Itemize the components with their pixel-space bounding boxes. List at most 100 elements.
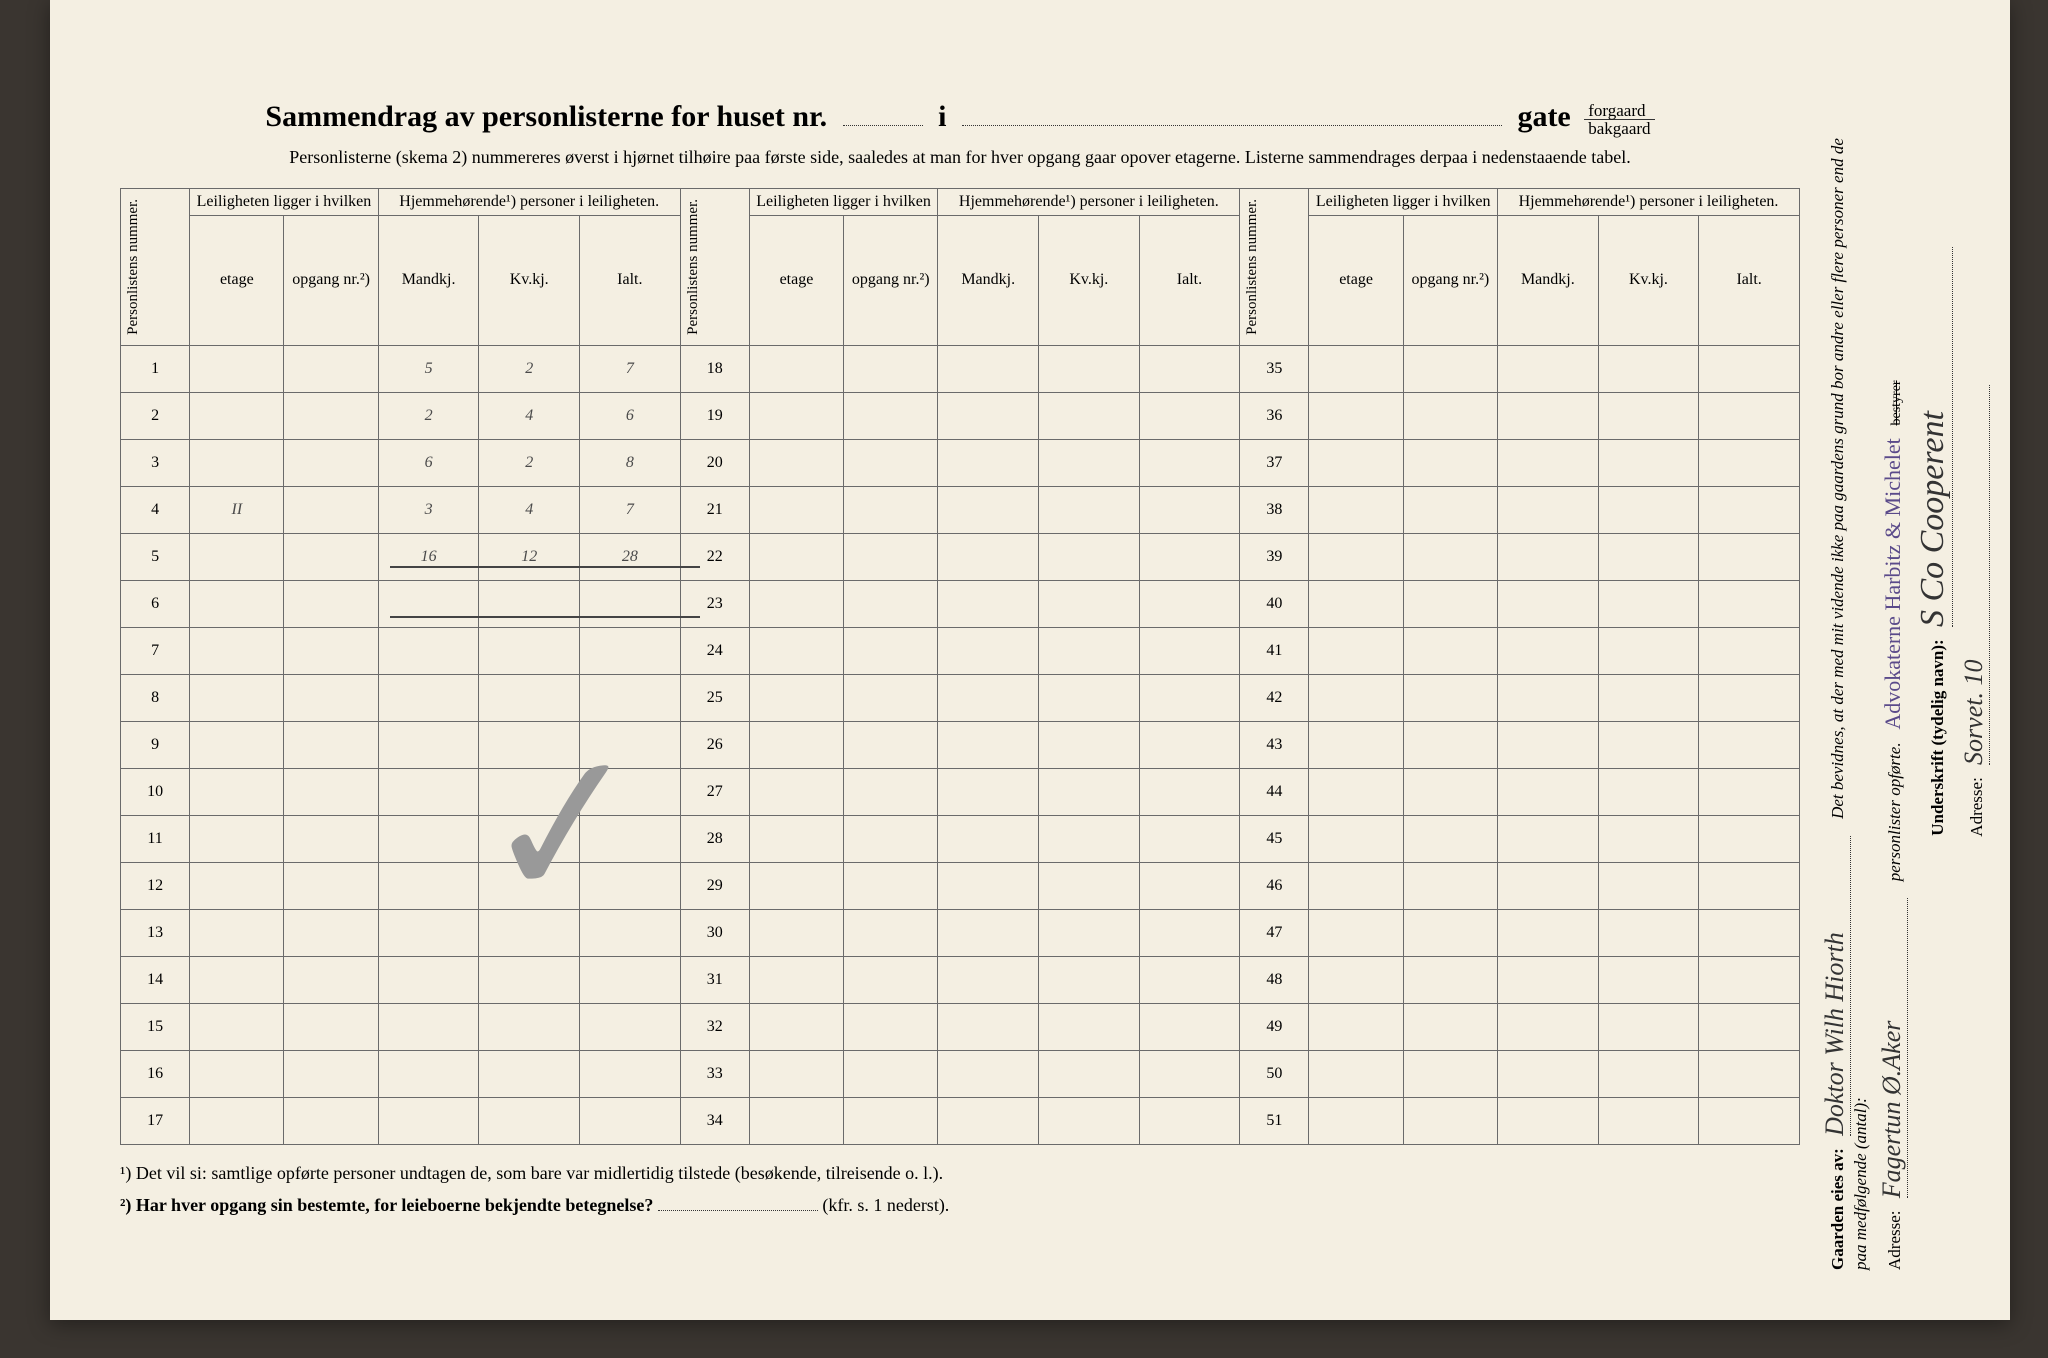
cell-kvkj [479, 1003, 580, 1050]
row-number: 41 [1240, 627, 1309, 674]
gate-suffix: forgaard bakgaard [1584, 102, 1654, 137]
cell-kvkj: 4 [479, 392, 580, 439]
cell-mandkj [938, 533, 1039, 580]
hdr-mandkj-2: Mandkj. [938, 215, 1039, 345]
row-number: 24 [680, 627, 749, 674]
table-row: 7 24 41 [121, 627, 1800, 674]
hdr-opgang-2: opgang nr.²) [844, 215, 938, 345]
cell-mandkj: 2 [378, 392, 479, 439]
cell-mandkj: 5 [378, 345, 479, 392]
cell-opgang [1403, 392, 1497, 439]
cell-ialt [1699, 674, 1800, 721]
cell-mandkj: 3 [378, 486, 479, 533]
row-number: 7 [121, 627, 190, 674]
cell-etage [1309, 627, 1403, 674]
cell-etage [190, 909, 284, 956]
cell-opgang [284, 956, 378, 1003]
cell-opgang [1403, 1097, 1497, 1144]
hdr-kvkj-3: Kv.kj. [1598, 215, 1699, 345]
cell-opgang [844, 1097, 938, 1144]
cell-opgang [284, 815, 378, 862]
cell-kvkj [1039, 1050, 1140, 1097]
cell-etage [190, 439, 284, 486]
title-prefix: Sammendrag av personlisterne for huset n… [265, 100, 827, 133]
table-row: 112845 [121, 815, 1800, 862]
cell-etage [1309, 345, 1403, 392]
cell-mandkj [1498, 1003, 1599, 1050]
hdr-personlistens-1: Personlistens nummer. [123, 193, 144, 341]
cell-kvkj [1598, 674, 1699, 721]
row-number: 50 [1240, 1050, 1309, 1097]
cell-kvkj [1598, 627, 1699, 674]
cell-etage [1309, 580, 1403, 627]
cell-ialt [1139, 345, 1240, 392]
cell-ialt [580, 1050, 681, 1097]
row-number: 45 [1240, 815, 1309, 862]
hdr-personlistens-3: Personlistens nummer. [1242, 193, 1263, 341]
row-number: 37 [1240, 439, 1309, 486]
row-number: 8 [121, 674, 190, 721]
row-number: 51 [1240, 1097, 1309, 1144]
cell-etage [190, 674, 284, 721]
cell-kvkj [1598, 1050, 1699, 1097]
gaarden-row: Gaarden eies av: Doktor Wilh Hiorth Det … [1820, 120, 1871, 1270]
cell-mandkj [938, 674, 1039, 721]
cell-ialt [1139, 580, 1240, 627]
cell-etage [749, 768, 843, 815]
cell-mandkj [938, 1003, 1039, 1050]
row-number: 14 [121, 956, 190, 1003]
hdr-leiligheten-1: Leiligheten ligger i hvilken [190, 188, 379, 215]
cell-mandkj [1498, 862, 1599, 909]
sidebar: Gaarden eies av: Doktor Wilh Hiorth Det … [1820, 120, 1980, 1270]
cell-etage [749, 627, 843, 674]
row-number: 20 [680, 439, 749, 486]
table-row: 153249 [121, 1003, 1800, 1050]
hdr-personlistens-2: Personlistens nummer. [683, 193, 704, 341]
cell-ialt [1699, 345, 1800, 392]
gaarden-label: Gaarden eies av: [1828, 1148, 1847, 1270]
row-number: 39 [1240, 533, 1309, 580]
row-number: 5 [121, 533, 190, 580]
cell-etage [749, 533, 843, 580]
hdr-etage-1: etage [190, 215, 284, 345]
cell-opgang [1403, 345, 1497, 392]
row-number: 11 [121, 815, 190, 862]
cell-kvkj [1039, 768, 1140, 815]
cell-etage [1309, 486, 1403, 533]
cell-etage: II [190, 486, 284, 533]
cell-opgang [1403, 862, 1497, 909]
cell-mandkj: 16 [378, 533, 479, 580]
cell-ialt [580, 815, 681, 862]
hdr-kvkj-1: Kv.kj. [479, 215, 580, 345]
table-body: 1527183522461936362820374II3472138516122… [121, 345, 1800, 1144]
cell-mandkj [378, 815, 479, 862]
cell-etage [190, 815, 284, 862]
cell-etage [190, 862, 284, 909]
cell-kvkj [1039, 486, 1140, 533]
row-number: 36 [1240, 392, 1309, 439]
row-number: 16 [121, 1050, 190, 1097]
cell-etage [749, 392, 843, 439]
cell-kvkj [1039, 1097, 1140, 1144]
adresse-label-1: Adresse: [1885, 1211, 1904, 1270]
cell-etage [1309, 815, 1403, 862]
cell-mandkj [1498, 580, 1599, 627]
cell-etage [190, 1050, 284, 1097]
cell-etage [1309, 909, 1403, 956]
cell-mandkj [378, 627, 479, 674]
cell-ialt [1699, 627, 1800, 674]
cell-etage [1309, 1097, 1403, 1144]
cell-ialt [580, 721, 681, 768]
cell-kvkj [1598, 862, 1699, 909]
hdr-etage-2: etage [749, 215, 843, 345]
cell-kvkj [1598, 1003, 1699, 1050]
cell-opgang [1403, 909, 1497, 956]
hdr-ialt-1: Ialt. [580, 215, 681, 345]
title-blank-nr [843, 125, 923, 126]
cell-ialt [580, 674, 681, 721]
cell-ialt: 8 [580, 439, 681, 486]
cell-mandkj [938, 909, 1039, 956]
cell-opgang [844, 721, 938, 768]
underskrift-label: Underskrift (tydelig navn): [1928, 639, 1947, 835]
cell-ialt [1139, 1097, 1240, 1144]
